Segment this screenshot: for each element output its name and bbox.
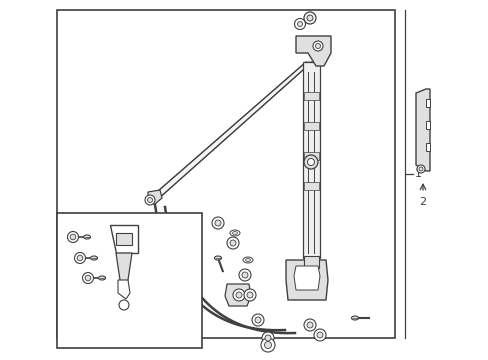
Circle shape xyxy=(307,158,314,166)
Polygon shape xyxy=(285,260,327,300)
Bar xyxy=(425,99,429,107)
Circle shape xyxy=(254,317,261,323)
Circle shape xyxy=(315,44,320,49)
Polygon shape xyxy=(116,253,132,287)
Circle shape xyxy=(74,252,85,264)
Circle shape xyxy=(147,198,152,202)
Polygon shape xyxy=(118,280,130,299)
Ellipse shape xyxy=(351,316,358,320)
Ellipse shape xyxy=(83,235,90,239)
Polygon shape xyxy=(148,190,162,204)
Circle shape xyxy=(242,272,247,278)
Circle shape xyxy=(262,332,273,344)
Circle shape xyxy=(251,314,264,326)
Circle shape xyxy=(304,319,315,331)
Polygon shape xyxy=(303,62,319,258)
Bar xyxy=(57,213,202,348)
Circle shape xyxy=(313,329,325,341)
Bar xyxy=(304,122,318,130)
Circle shape xyxy=(261,338,274,352)
Polygon shape xyxy=(155,205,294,333)
Polygon shape xyxy=(293,266,319,290)
Ellipse shape xyxy=(232,231,237,234)
Circle shape xyxy=(312,41,323,51)
Circle shape xyxy=(236,292,242,298)
Ellipse shape xyxy=(90,256,97,260)
Circle shape xyxy=(316,332,323,338)
Circle shape xyxy=(70,234,76,240)
Circle shape xyxy=(212,217,224,229)
Circle shape xyxy=(418,167,422,171)
Ellipse shape xyxy=(243,257,252,263)
Polygon shape xyxy=(415,89,429,171)
Text: 3: 3 xyxy=(156,250,163,260)
Circle shape xyxy=(77,255,82,261)
Polygon shape xyxy=(224,284,250,306)
Circle shape xyxy=(264,335,270,341)
Bar xyxy=(304,152,318,160)
Ellipse shape xyxy=(98,276,105,280)
Bar xyxy=(425,143,429,151)
Polygon shape xyxy=(150,62,311,200)
Polygon shape xyxy=(295,36,330,66)
Circle shape xyxy=(244,289,256,301)
Circle shape xyxy=(226,237,239,249)
Text: 1: 1 xyxy=(414,169,421,179)
Circle shape xyxy=(85,275,91,281)
Polygon shape xyxy=(110,225,138,253)
Circle shape xyxy=(416,165,424,173)
Bar xyxy=(304,92,318,100)
Circle shape xyxy=(145,195,155,205)
Circle shape xyxy=(215,220,221,226)
Circle shape xyxy=(232,289,244,301)
Circle shape xyxy=(304,155,317,169)
Circle shape xyxy=(229,240,236,246)
Bar xyxy=(425,121,429,129)
Circle shape xyxy=(294,18,305,30)
Bar xyxy=(304,256,318,268)
Ellipse shape xyxy=(214,256,221,260)
Bar xyxy=(116,233,132,245)
Circle shape xyxy=(306,322,312,328)
Circle shape xyxy=(246,292,252,298)
Circle shape xyxy=(306,15,312,21)
Circle shape xyxy=(67,231,79,243)
Ellipse shape xyxy=(245,258,250,261)
Circle shape xyxy=(304,12,315,24)
Circle shape xyxy=(297,22,302,27)
Circle shape xyxy=(239,269,250,281)
Bar xyxy=(57,10,394,338)
Bar xyxy=(304,182,318,190)
Text: 2: 2 xyxy=(419,197,426,207)
Circle shape xyxy=(119,300,129,310)
Circle shape xyxy=(264,342,271,348)
Ellipse shape xyxy=(229,230,240,236)
Circle shape xyxy=(82,273,93,284)
